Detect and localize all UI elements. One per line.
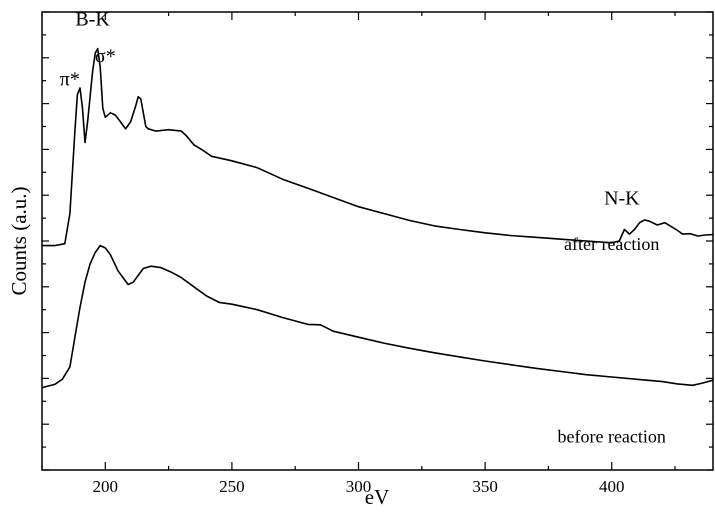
annotation-label: σ* bbox=[95, 45, 116, 67]
y-axis-ticks bbox=[42, 11, 713, 471]
series-label-before-reaction: before reaction bbox=[557, 427, 665, 447]
series-line-after-reaction bbox=[42, 47, 714, 247]
x-axis-label: eV bbox=[365, 485, 390, 509]
x-tick-label: 200 bbox=[93, 477, 119, 496]
series-layer: after reaction before reaction bbox=[41, 47, 714, 447]
series-label-after-reaction: after reaction bbox=[564, 234, 659, 254]
x-tick-label: 300 bbox=[346, 477, 372, 496]
x-tick-label: 400 bbox=[599, 477, 625, 496]
x-tick-label: 350 bbox=[472, 477, 498, 496]
annotation-label: N-K bbox=[604, 187, 640, 209]
x-tick-label: 250 bbox=[219, 477, 245, 496]
annotation-layer: π* B-K σ* N-K bbox=[60, 9, 640, 210]
series-line-before-reaction bbox=[41, 244, 714, 389]
annotation-label: B-K bbox=[75, 9, 110, 31]
annotation-label: π* bbox=[60, 68, 80, 90]
x-axis-ticks: 200 250 300 350 400 bbox=[41, 12, 676, 496]
y-axis-label: Counts (a.u.) bbox=[7, 186, 31, 295]
